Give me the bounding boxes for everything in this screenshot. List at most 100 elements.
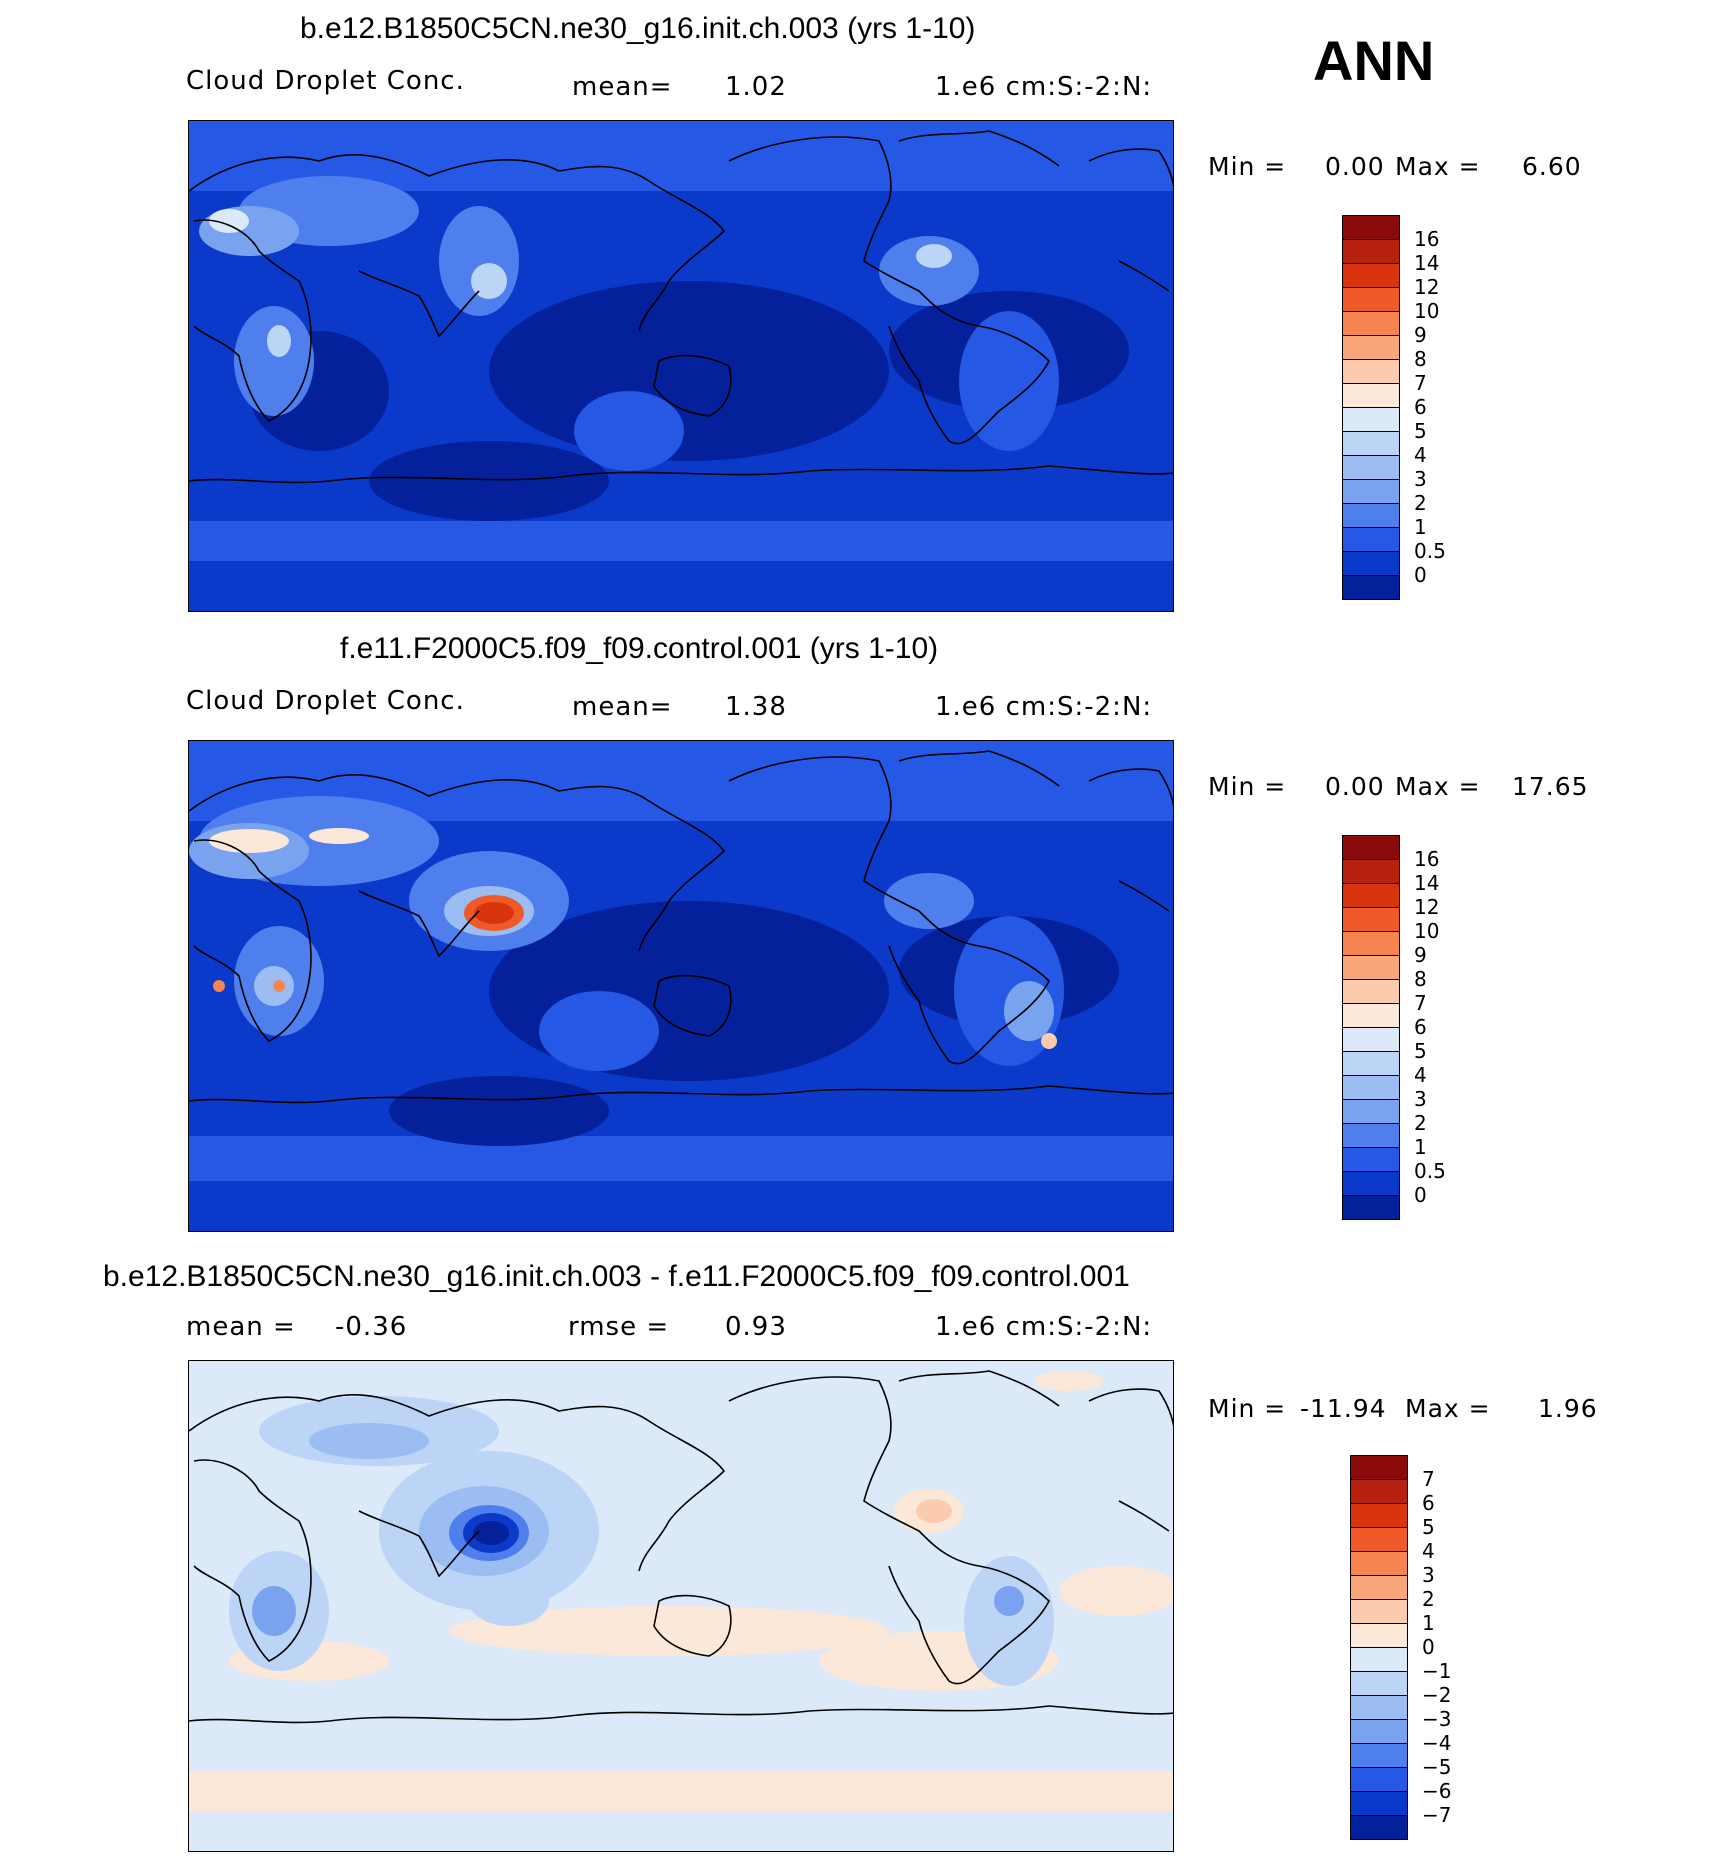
colorbar-level-label: 10 — [1414, 919, 1440, 943]
colorbar-swatch — [1342, 407, 1400, 432]
panel-1-title: b.e12.B1850C5CN.ne30_g16.init.ch.003 (yr… — [300, 12, 976, 45]
colorbar-swatch — [1350, 1575, 1408, 1600]
panel-2-min-label: Min = — [1208, 772, 1287, 801]
colorbar-swatch — [1342, 311, 1400, 336]
panel-1-map — [188, 120, 1174, 612]
colorbar-swatch — [1342, 503, 1400, 528]
panel-3-mean-label: mean = — [186, 1312, 296, 1342]
colorbar-level-label: −5 — [1422, 1755, 1452, 1779]
colorbar-level-label: 3 — [1422, 1563, 1435, 1587]
colorbar-swatch — [1342, 431, 1400, 456]
panel-2-variable-label: Cloud Droplet Conc. — [186, 686, 465, 716]
colorbar-level-label: −3 — [1422, 1707, 1452, 1731]
panel-1-colorbar: 16 14 12 10 9 8 7 6 5 4 3 2 1 0.5 0 — [1342, 215, 1482, 605]
colorbar-level-label: 2 — [1422, 1587, 1435, 1611]
panel-2-map — [188, 740, 1174, 1232]
colorbar-level-label: 3 — [1414, 467, 1427, 491]
colorbar-level-label: 6 — [1422, 1491, 1435, 1515]
colorbar-level-label: 0 — [1414, 563, 1427, 587]
colorbar-level-label: 12 — [1414, 895, 1440, 919]
panel-3-mean-value: -0.36 — [335, 1312, 408, 1342]
panel-3-rmse-label: rmse = — [568, 1312, 670, 1342]
colorbar-swatch — [1350, 1455, 1408, 1480]
colorbar-level-label: 4 — [1422, 1539, 1435, 1563]
colorbar-level-label: 0.5 — [1414, 539, 1446, 563]
colorbar-swatch — [1350, 1767, 1408, 1792]
colorbar-level-label: 3 — [1414, 1087, 1427, 1111]
colorbar-level-label: 6 — [1414, 395, 1427, 419]
colorbar-level-label: 14 — [1414, 871, 1440, 895]
colorbar-swatch — [1342, 455, 1400, 480]
colorbar-swatch — [1342, 1195, 1400, 1220]
colorbar-swatch — [1342, 215, 1400, 240]
colorbar-swatch — [1350, 1623, 1408, 1648]
colorbar-swatch — [1342, 859, 1400, 884]
colorbar-swatch — [1342, 287, 1400, 312]
colorbar-level-label: −2 — [1422, 1683, 1452, 1707]
panel-3-min-value: -11.94 — [1300, 1394, 1387, 1423]
colorbar-level-label: 2 — [1414, 491, 1427, 515]
colorbar-swatch — [1350, 1671, 1408, 1696]
panel-3-units: 1.e6 cm:S:-2:N: — [935, 1312, 1153, 1342]
colorbar-swatch — [1342, 527, 1400, 552]
colorbar-level-label: −1 — [1422, 1659, 1452, 1683]
colorbar-level-label: 5 — [1422, 1515, 1435, 1539]
colorbar-swatch — [1342, 979, 1400, 1004]
colorbar-swatch — [1342, 1147, 1400, 1172]
colorbar-level-label: 1 — [1414, 1135, 1427, 1159]
colorbar-swatch — [1342, 383, 1400, 408]
colorbar-level-label: −4 — [1422, 1731, 1452, 1755]
colorbar-level-label: 9 — [1414, 943, 1427, 967]
colorbar-level-label: 0.5 — [1414, 1159, 1446, 1183]
colorbar-swatch — [1342, 907, 1400, 932]
panel-2-units: 1.e6 cm:S:-2:N: — [935, 692, 1153, 722]
colorbar-level-label: 5 — [1414, 419, 1427, 443]
panel-1-max-label: Max = — [1395, 152, 1481, 181]
panel-2-colorbar: 16 14 12 10 9 8 7 6 5 4 3 2 1 0.5 0 — [1342, 835, 1482, 1225]
colorbar-swatch — [1342, 263, 1400, 288]
panel-1-units: 1.e6 cm:S:-2:N: — [935, 72, 1153, 102]
panel-2-title: f.e11.F2000C5.f09_f09.control.001 (yrs 1… — [340, 632, 939, 665]
colorbar-level-label: 7 — [1414, 371, 1427, 395]
colorbar-swatch — [1350, 1551, 1408, 1576]
colorbar-level-label: 16 — [1414, 227, 1440, 251]
colorbar-swatch — [1342, 359, 1400, 384]
colorbar-level-label: 4 — [1414, 443, 1427, 467]
colorbar-swatch — [1350, 1719, 1408, 1744]
colorbar-swatch — [1342, 1051, 1400, 1076]
panel-2-mean-label: mean= — [572, 692, 673, 722]
colorbar-swatch — [1350, 1527, 1408, 1552]
colorbar-level-label: 14 — [1414, 251, 1440, 275]
colorbar-level-label: −6 — [1422, 1779, 1452, 1803]
colorbar-level-label: 1 — [1422, 1611, 1435, 1635]
colorbar-level-label: 7 — [1422, 1467, 1435, 1491]
colorbar-level-label: 7 — [1414, 991, 1427, 1015]
colorbar-swatch — [1342, 551, 1400, 576]
colorbar-swatch — [1342, 1171, 1400, 1196]
colorbar-swatch — [1350, 1599, 1408, 1624]
panel-2-max-value: 17.65 — [1512, 772, 1589, 801]
colorbar-swatch — [1342, 335, 1400, 360]
colorbar-swatch — [1350, 1815, 1408, 1840]
panel-3-title: b.e12.B1850C5CN.ne30_g16.init.ch.003 - f… — [103, 1260, 1130, 1293]
colorbar-level-label: 10 — [1414, 299, 1440, 323]
panel-1-max-value: 6.60 — [1522, 152, 1582, 181]
colorbar-level-label: 2 — [1414, 1111, 1427, 1135]
panel-3-map — [188, 1360, 1174, 1852]
panel-1-mean-label: mean= — [572, 72, 673, 102]
colorbar-swatch — [1342, 1027, 1400, 1052]
colorbar-swatch — [1350, 1503, 1408, 1528]
colorbar-level-label: 4 — [1414, 1063, 1427, 1087]
colorbar-swatch — [1342, 1075, 1400, 1100]
colorbar-level-label: 16 — [1414, 847, 1440, 871]
colorbar-swatch — [1342, 575, 1400, 600]
panel-2-min-value: 0.00 — [1325, 772, 1385, 801]
colorbar-swatch — [1342, 1099, 1400, 1124]
colorbar-level-label: 8 — [1414, 967, 1427, 991]
panel-1-mean-value: 1.02 — [725, 72, 787, 102]
colorbar-swatch — [1350, 1647, 1408, 1672]
colorbar-level-label: 8 — [1414, 347, 1427, 371]
colorbar-swatch — [1342, 955, 1400, 980]
colorbar-swatch — [1350, 1791, 1408, 1816]
panel-1-min-label: Min = — [1208, 152, 1287, 181]
